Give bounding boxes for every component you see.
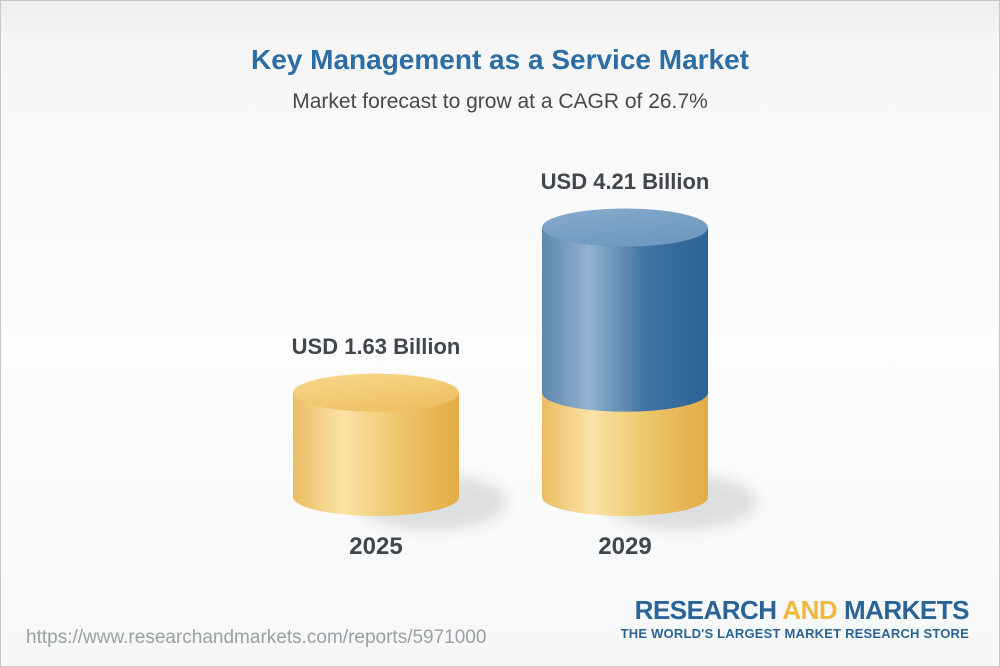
cylinder-top-cap bbox=[293, 373, 459, 412]
logo-word-and: AND bbox=[782, 595, 838, 625]
page-title: Key Management as a Service Market bbox=[250, 44, 750, 75]
logo-word-research: RESEARCH bbox=[634, 595, 777, 625]
cylinder-top-cap bbox=[542, 208, 708, 247]
bar-category-label-2025: 2025 bbox=[349, 533, 403, 560]
cylinder-segment-growth-2025-to-2029 bbox=[542, 227, 708, 412]
bar-value-label-2029: USD 4.21 Billion bbox=[540, 168, 710, 194]
bar-category-label-2029: 2029 bbox=[598, 533, 652, 560]
logo-word-markets: MARKETS bbox=[843, 595, 970, 625]
cylinder-bar-2025 bbox=[293, 373, 508, 530]
cylinder-segment-market-size-2025 bbox=[293, 392, 459, 516]
logo-wordmark: RESEARCH AND MARKETS bbox=[621, 595, 970, 625]
bar-value-label-2025: USD 1.63 Billion bbox=[291, 333, 461, 359]
logo-tagline: THE WORLD'S LARGEST MARKET RESEARCH STOR… bbox=[620, 626, 969, 641]
research-and-markets-logo: RESEARCH AND MARKETS THE WORLD'S LARGEST… bbox=[620, 595, 970, 642]
cylinder-bar-2029 bbox=[542, 208, 757, 530]
cylinder-shadow bbox=[356, 474, 508, 530]
cylinder-segment-base-2025-level bbox=[542, 392, 708, 516]
cylinder-shadow bbox=[605, 474, 757, 530]
page-subtitle: Market forecast to grow at a CAGR of 26.… bbox=[292, 90, 708, 113]
report-url[interactable]: https://www.researchandmarkets.com/repor… bbox=[26, 627, 487, 648]
